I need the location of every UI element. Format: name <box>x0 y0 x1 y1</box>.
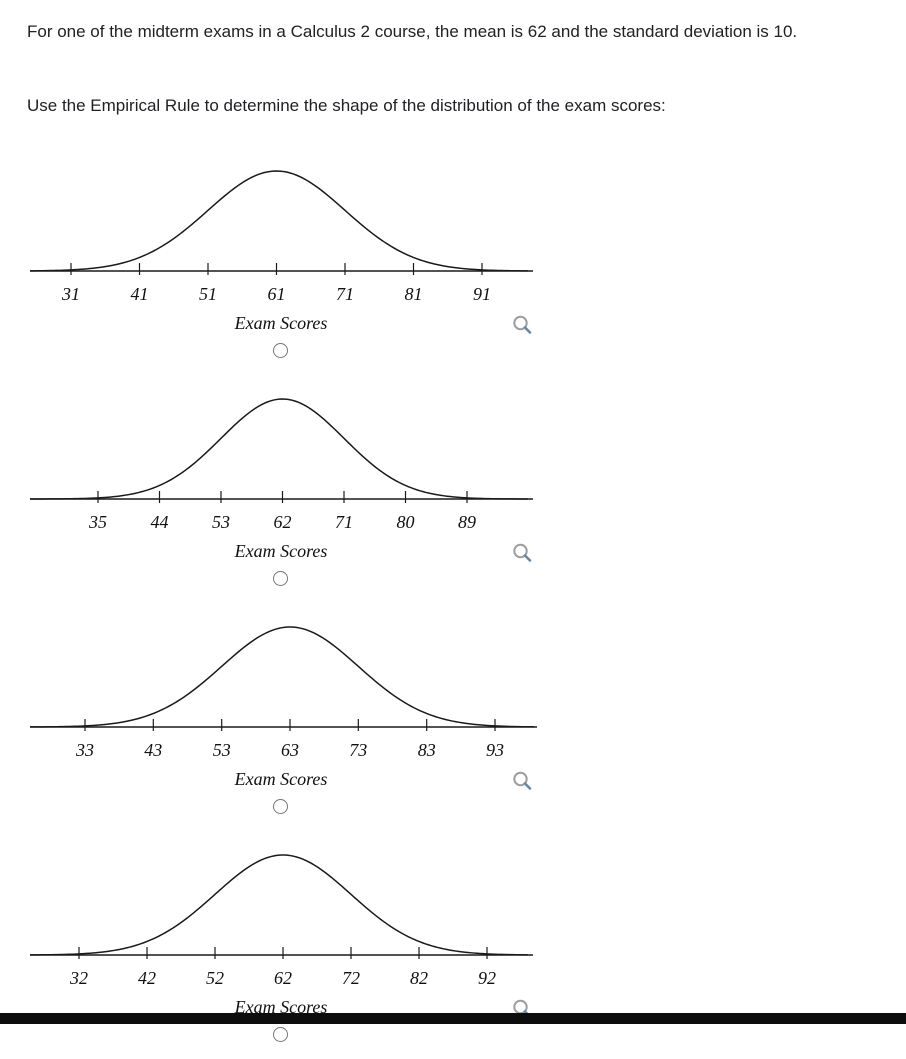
tick-label: 80 <box>397 512 415 532</box>
normal-curve-plot-4: 32 42 52 62 72 82 92 <box>29 854 533 988</box>
normal-curve-plot-1: 31 41 51 61 71 81 91 <box>29 170 533 304</box>
tick-label: 35 <box>88 512 107 532</box>
x-axis-title: Exam Scores <box>234 769 328 789</box>
normal-curve-plot-2: 35 44 53 62 71 80 89 <box>29 398 533 532</box>
tick-label: 71 <box>336 284 354 304</box>
answer-option-1: 31 41 51 61 71 81 91 Exam Scores <box>0 163 600 375</box>
answer-option-4: 32 42 52 62 72 82 92 Exam Scores <box>0 847 600 1059</box>
x-axis-ticks <box>78 947 488 959</box>
tick-label: 31 <box>61 284 80 304</box>
bottom-bar <box>0 1013 906 1024</box>
x-axis-ticks <box>97 491 468 503</box>
tick-label: 81 <box>405 284 423 304</box>
option-radio-4[interactable] <box>273 1027 288 1042</box>
tick-label: 93 <box>486 740 504 760</box>
bell-curve <box>29 626 535 728</box>
question-intro: For one of the midterm exams in a Calcul… <box>27 22 798 41</box>
option-radio-1[interactable] <box>273 343 288 358</box>
tick-label: 89 <box>458 512 476 532</box>
magnifier-icon[interactable] <box>511 314 533 336</box>
answer-option-3: 33 43 53 63 73 83 93 Exam Scores <box>0 619 600 831</box>
tick-label: 62 <box>274 512 292 532</box>
x-axis-tick-labels: 31 41 51 61 71 81 91 <box>61 284 491 304</box>
tick-label: 53 <box>212 512 230 532</box>
option-radio-2[interactable] <box>273 571 288 586</box>
x-axis-title: Exam Scores <box>234 313 328 333</box>
magnifier-icon[interactable] <box>511 542 533 564</box>
tick-label: 52 <box>206 968 224 988</box>
bell-curve <box>29 398 529 500</box>
tick-label: 63 <box>281 740 299 760</box>
tick-label: 41 <box>131 284 149 304</box>
x-axis-tick-labels: 32 42 52 62 72 82 92 <box>69 968 496 988</box>
tick-label: 53 <box>213 740 231 760</box>
tick-label: 61 <box>268 284 286 304</box>
tick-label: 72 <box>342 968 360 988</box>
tick-label: 73 <box>349 740 367 760</box>
tick-label: 83 <box>418 740 436 760</box>
bell-curve <box>29 854 529 956</box>
tick-label: 33 <box>75 740 94 760</box>
quiz-page: { "question": { "intro": "For one of the… <box>0 22 906 1042</box>
tick-label: 51 <box>199 284 217 304</box>
magnifier-icon[interactable] <box>511 770 533 792</box>
tick-label: 32 <box>69 968 88 988</box>
x-axis-ticks <box>84 719 496 731</box>
tick-label: 44 <box>151 512 169 532</box>
tick-label: 82 <box>410 968 428 988</box>
tick-label: 71 <box>335 512 353 532</box>
x-axis-title: Exam Scores <box>234 997 328 1017</box>
tick-label: 43 <box>144 740 162 760</box>
x-axis-tick-labels: 35 44 53 62 71 80 89 <box>88 512 476 532</box>
tick-label: 91 <box>473 284 491 304</box>
bell-curve <box>29 170 529 272</box>
question-prompt: Use the Empirical Rule to determine the … <box>27 96 666 115</box>
normal-curve-plot-3: 33 43 53 63 73 83 93 <box>29 626 537 760</box>
tick-label: 42 <box>138 968 156 988</box>
tick-label: 62 <box>274 968 292 988</box>
answer-option-2: 35 44 53 62 71 80 89 Exam Scores <box>0 391 600 603</box>
option-radio-3[interactable] <box>273 799 288 814</box>
x-axis-title: Exam Scores <box>234 541 328 561</box>
tick-label: 92 <box>478 968 496 988</box>
x-axis-tick-labels: 33 43 53 63 73 83 93 <box>75 740 504 760</box>
x-axis-ticks <box>70 263 483 275</box>
